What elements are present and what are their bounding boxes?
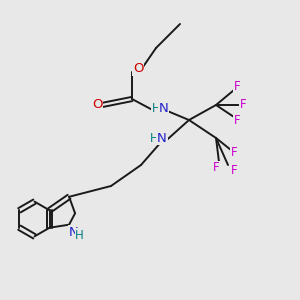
Text: F: F [231, 146, 237, 160]
Text: N: N [157, 131, 167, 145]
Text: F: F [234, 80, 240, 94]
Text: O: O [92, 98, 103, 112]
Text: O: O [133, 62, 143, 76]
Text: N: N [159, 101, 168, 115]
Text: H: H [75, 229, 84, 242]
Text: H: H [152, 101, 160, 115]
Text: N: N [69, 226, 78, 239]
Text: F: F [240, 98, 246, 112]
Text: F: F [213, 161, 219, 175]
Text: F: F [234, 113, 240, 127]
Text: H: H [150, 131, 159, 145]
Text: F: F [231, 164, 237, 178]
